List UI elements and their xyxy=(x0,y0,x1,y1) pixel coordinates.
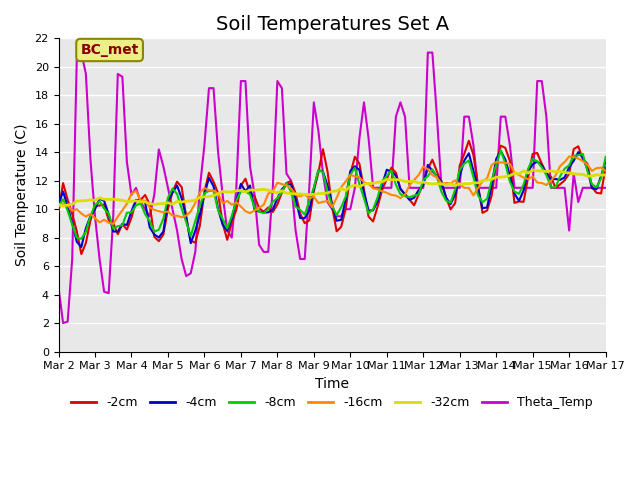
Text: BC_met: BC_met xyxy=(81,43,139,57)
X-axis label: Time: Time xyxy=(315,377,349,391)
Legend: -2cm, -4cm, -8cm, -16cm, -32cm, Theta_Temp: -2cm, -4cm, -8cm, -16cm, -32cm, Theta_Te… xyxy=(67,391,598,414)
Title: Soil Temperatures Set A: Soil Temperatures Set A xyxy=(216,15,449,34)
Y-axis label: Soil Temperature (C): Soil Temperature (C) xyxy=(15,124,29,266)
